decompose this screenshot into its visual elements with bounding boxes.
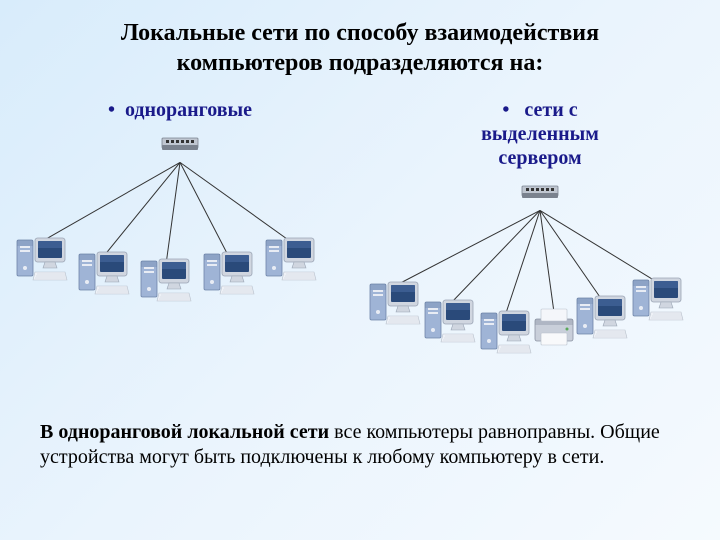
network-node-printer xyxy=(527,299,581,358)
computer-icon xyxy=(77,244,131,298)
network-node-pc xyxy=(139,251,193,310)
computer-icon xyxy=(423,292,477,346)
right-column: • сети с выделенным сервером xyxy=(367,98,713,358)
right-bullet-line1: сети с xyxy=(524,99,577,121)
right-bullet: • сети с выделенным сервером xyxy=(367,98,713,170)
right-bullet-line3: сервером xyxy=(498,147,581,169)
network-node-pc xyxy=(631,270,685,329)
hub-icon xyxy=(520,182,560,202)
printer-icon xyxy=(527,299,581,353)
title-line-2: компьютеров подразделяются на: xyxy=(177,50,544,76)
hub-icon xyxy=(160,134,200,154)
left-column: • одноранговые xyxy=(7,98,353,358)
title-line-1: Локальные сети по способу взаимодействия xyxy=(121,20,599,46)
left-bullet: • одноранговые xyxy=(7,98,353,122)
computer-icon xyxy=(15,230,69,284)
computer-icon xyxy=(202,244,256,298)
computer-icon xyxy=(575,288,629,342)
network-node-pc xyxy=(202,244,256,303)
right-bullet-line2: выделенным xyxy=(481,123,599,145)
network-node-pc xyxy=(423,292,477,351)
network-node-pc xyxy=(368,274,422,333)
right-diagram xyxy=(367,178,713,358)
description-bold: В одноранговой локальной сети xyxy=(40,421,329,443)
computer-icon xyxy=(139,251,193,305)
slide-title: Локальные сети по способу взаимодействия… xyxy=(0,0,720,78)
network-node-pc xyxy=(479,303,533,362)
computer-icon xyxy=(631,270,685,324)
network-node-pc xyxy=(575,288,629,347)
left-bullet-label: одноранговые xyxy=(125,99,252,121)
description-paragraph: В одноранговой локальной сети все компью… xyxy=(40,420,680,470)
computer-icon xyxy=(368,274,422,328)
network-node-pc xyxy=(77,244,131,303)
left-diagram xyxy=(7,130,353,310)
computer-icon xyxy=(264,230,318,284)
network-hub xyxy=(160,134,200,154)
computer-icon xyxy=(479,303,533,357)
network-node-pc xyxy=(15,230,69,289)
network-node-pc xyxy=(264,230,318,289)
columns: • одноранговые xyxy=(0,98,720,358)
network-hub xyxy=(520,182,560,202)
